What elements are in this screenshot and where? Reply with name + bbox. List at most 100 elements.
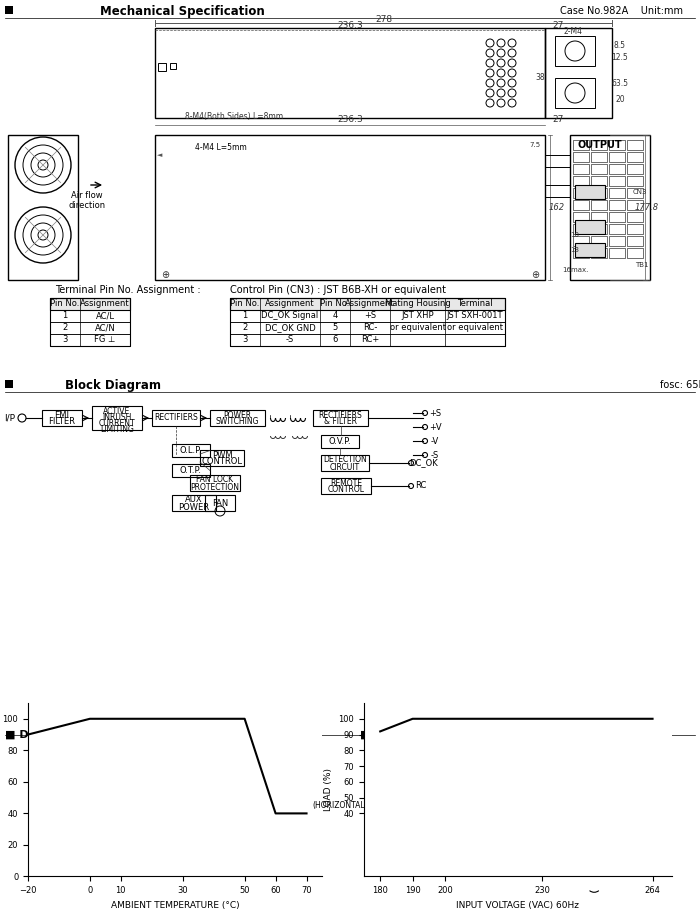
Bar [573, 176, 589, 186]
Bar [575, 185, 605, 199]
Bar [230, 322, 505, 334]
Bar [8, 135, 78, 280]
Text: Mating Housing: Mating Housing [384, 299, 450, 309]
Text: 4-M4 L=5mm: 4-M4 L=5mm [195, 142, 246, 152]
Text: 20: 20 [615, 96, 625, 104]
Text: EMI: EMI [55, 411, 69, 419]
Text: +S: +S [364, 311, 376, 320]
Bar [573, 164, 589, 174]
Bar [573, 236, 589, 246]
Bar [591, 164, 607, 174]
Text: LIMITING: LIMITING [100, 425, 134, 434]
Text: AC/N: AC/N [94, 323, 116, 332]
Text: ◄: ◄ [158, 152, 162, 158]
Text: FILTER: FILTER [48, 417, 76, 426]
Bar [627, 212, 643, 222]
Bar [591, 188, 607, 198]
Bar [172, 444, 210, 457]
Text: CIRCUIT: CIRCUIT [330, 463, 360, 471]
Text: 38: 38 [536, 74, 545, 82]
Bar [555, 36, 595, 66]
Text: Pin No.: Pin No. [50, 299, 80, 309]
Text: -S: -S [431, 450, 439, 459]
Bar [591, 212, 607, 222]
Bar [313, 410, 368, 426]
Text: CONTROL: CONTROL [328, 486, 365, 495]
Text: Mechanical Specification: Mechanical Specification [100, 5, 265, 17]
Text: ⊕: ⊕ [531, 270, 539, 280]
Bar [50, 334, 130, 346]
Text: Air flow: Air flow [71, 191, 103, 200]
Text: RC-: RC- [363, 323, 377, 332]
Text: 1: 1 [242, 311, 248, 320]
Text: fosc: 65KHz: fosc: 65KHz [660, 380, 700, 390]
Text: 10: 10 [570, 232, 580, 238]
Text: Case No.982A    Unit:mm: Case No.982A Unit:mm [560, 6, 683, 16]
Text: ⊕: ⊕ [161, 270, 169, 280]
Text: -S: -S [286, 335, 294, 344]
Text: Terminal: Terminal [457, 299, 493, 309]
Bar [591, 140, 607, 150]
Bar [573, 212, 589, 222]
Bar [627, 224, 643, 234]
Text: FG ⊥: FG ⊥ [94, 335, 116, 344]
Bar [50, 298, 130, 310]
Text: O.T.P.: O.T.P. [180, 466, 202, 475]
Text: RECTIFIERS: RECTIFIERS [318, 411, 363, 419]
Bar [573, 140, 589, 150]
Bar [609, 188, 625, 198]
Bar [609, 200, 625, 210]
Text: TB1: TB1 [636, 262, 649, 268]
Text: ACTIVE: ACTIVE [104, 406, 131, 415]
Text: 5: 5 [332, 323, 337, 332]
X-axis label: AMBIENT TEMPERATURE (°C): AMBIENT TEMPERATURE (°C) [111, 901, 239, 909]
Bar [609, 212, 625, 222]
Bar [205, 495, 235, 511]
Bar [321, 435, 359, 448]
Bar [172, 495, 216, 511]
Bar [609, 224, 625, 234]
Bar [555, 78, 595, 108]
Text: DC_OK: DC_OK [409, 458, 438, 467]
Bar [5, 6, 13, 14]
Bar [609, 152, 625, 162]
Bar [627, 200, 643, 210]
Bar [210, 410, 265, 426]
Text: O.V.P.: O.V.P. [329, 437, 351, 446]
Text: ■ Static Characteristics: ■ Static Characteristics [360, 730, 509, 740]
Bar [230, 310, 505, 322]
Text: JST XHP: JST XHP [401, 311, 434, 320]
Text: POWER: POWER [223, 411, 251, 419]
Text: direction: direction [69, 201, 106, 209]
Bar [172, 464, 210, 477]
Bar [609, 164, 625, 174]
Bar [230, 334, 505, 346]
Text: 162: 162 [549, 203, 565, 212]
Bar [591, 200, 607, 210]
Text: Assignment: Assignment [80, 299, 130, 309]
Bar [190, 475, 240, 491]
Bar [155, 28, 545, 118]
Bar [230, 298, 505, 310]
Bar [545, 28, 612, 118]
Text: 3: 3 [242, 335, 248, 344]
Bar [50, 322, 130, 334]
Bar [42, 410, 82, 426]
Text: 16max.: 16max. [562, 267, 588, 273]
Bar [155, 135, 545, 280]
Y-axis label: LOAD (%): LOAD (%) [324, 768, 333, 812]
Text: +S: +S [429, 408, 441, 417]
Text: Control Pin (CN3) : JST B6B-XH or equivalent: Control Pin (CN3) : JST B6B-XH or equiva… [230, 285, 446, 295]
Text: 4: 4 [332, 311, 337, 320]
Text: or equivalent: or equivalent [447, 323, 503, 332]
Text: POWER: POWER [178, 502, 209, 511]
Text: Assignment: Assignment [345, 299, 395, 309]
Text: AC/L: AC/L [95, 311, 115, 320]
Text: (HORIZONTAL): (HORIZONTAL) [313, 801, 368, 810]
Bar [573, 188, 589, 198]
Text: OUTPUT: OUTPUT [578, 140, 622, 150]
Text: Pin No.: Pin No. [230, 299, 260, 309]
Bar [627, 140, 643, 150]
Bar [609, 176, 625, 186]
Text: 7.5: 7.5 [529, 142, 540, 148]
